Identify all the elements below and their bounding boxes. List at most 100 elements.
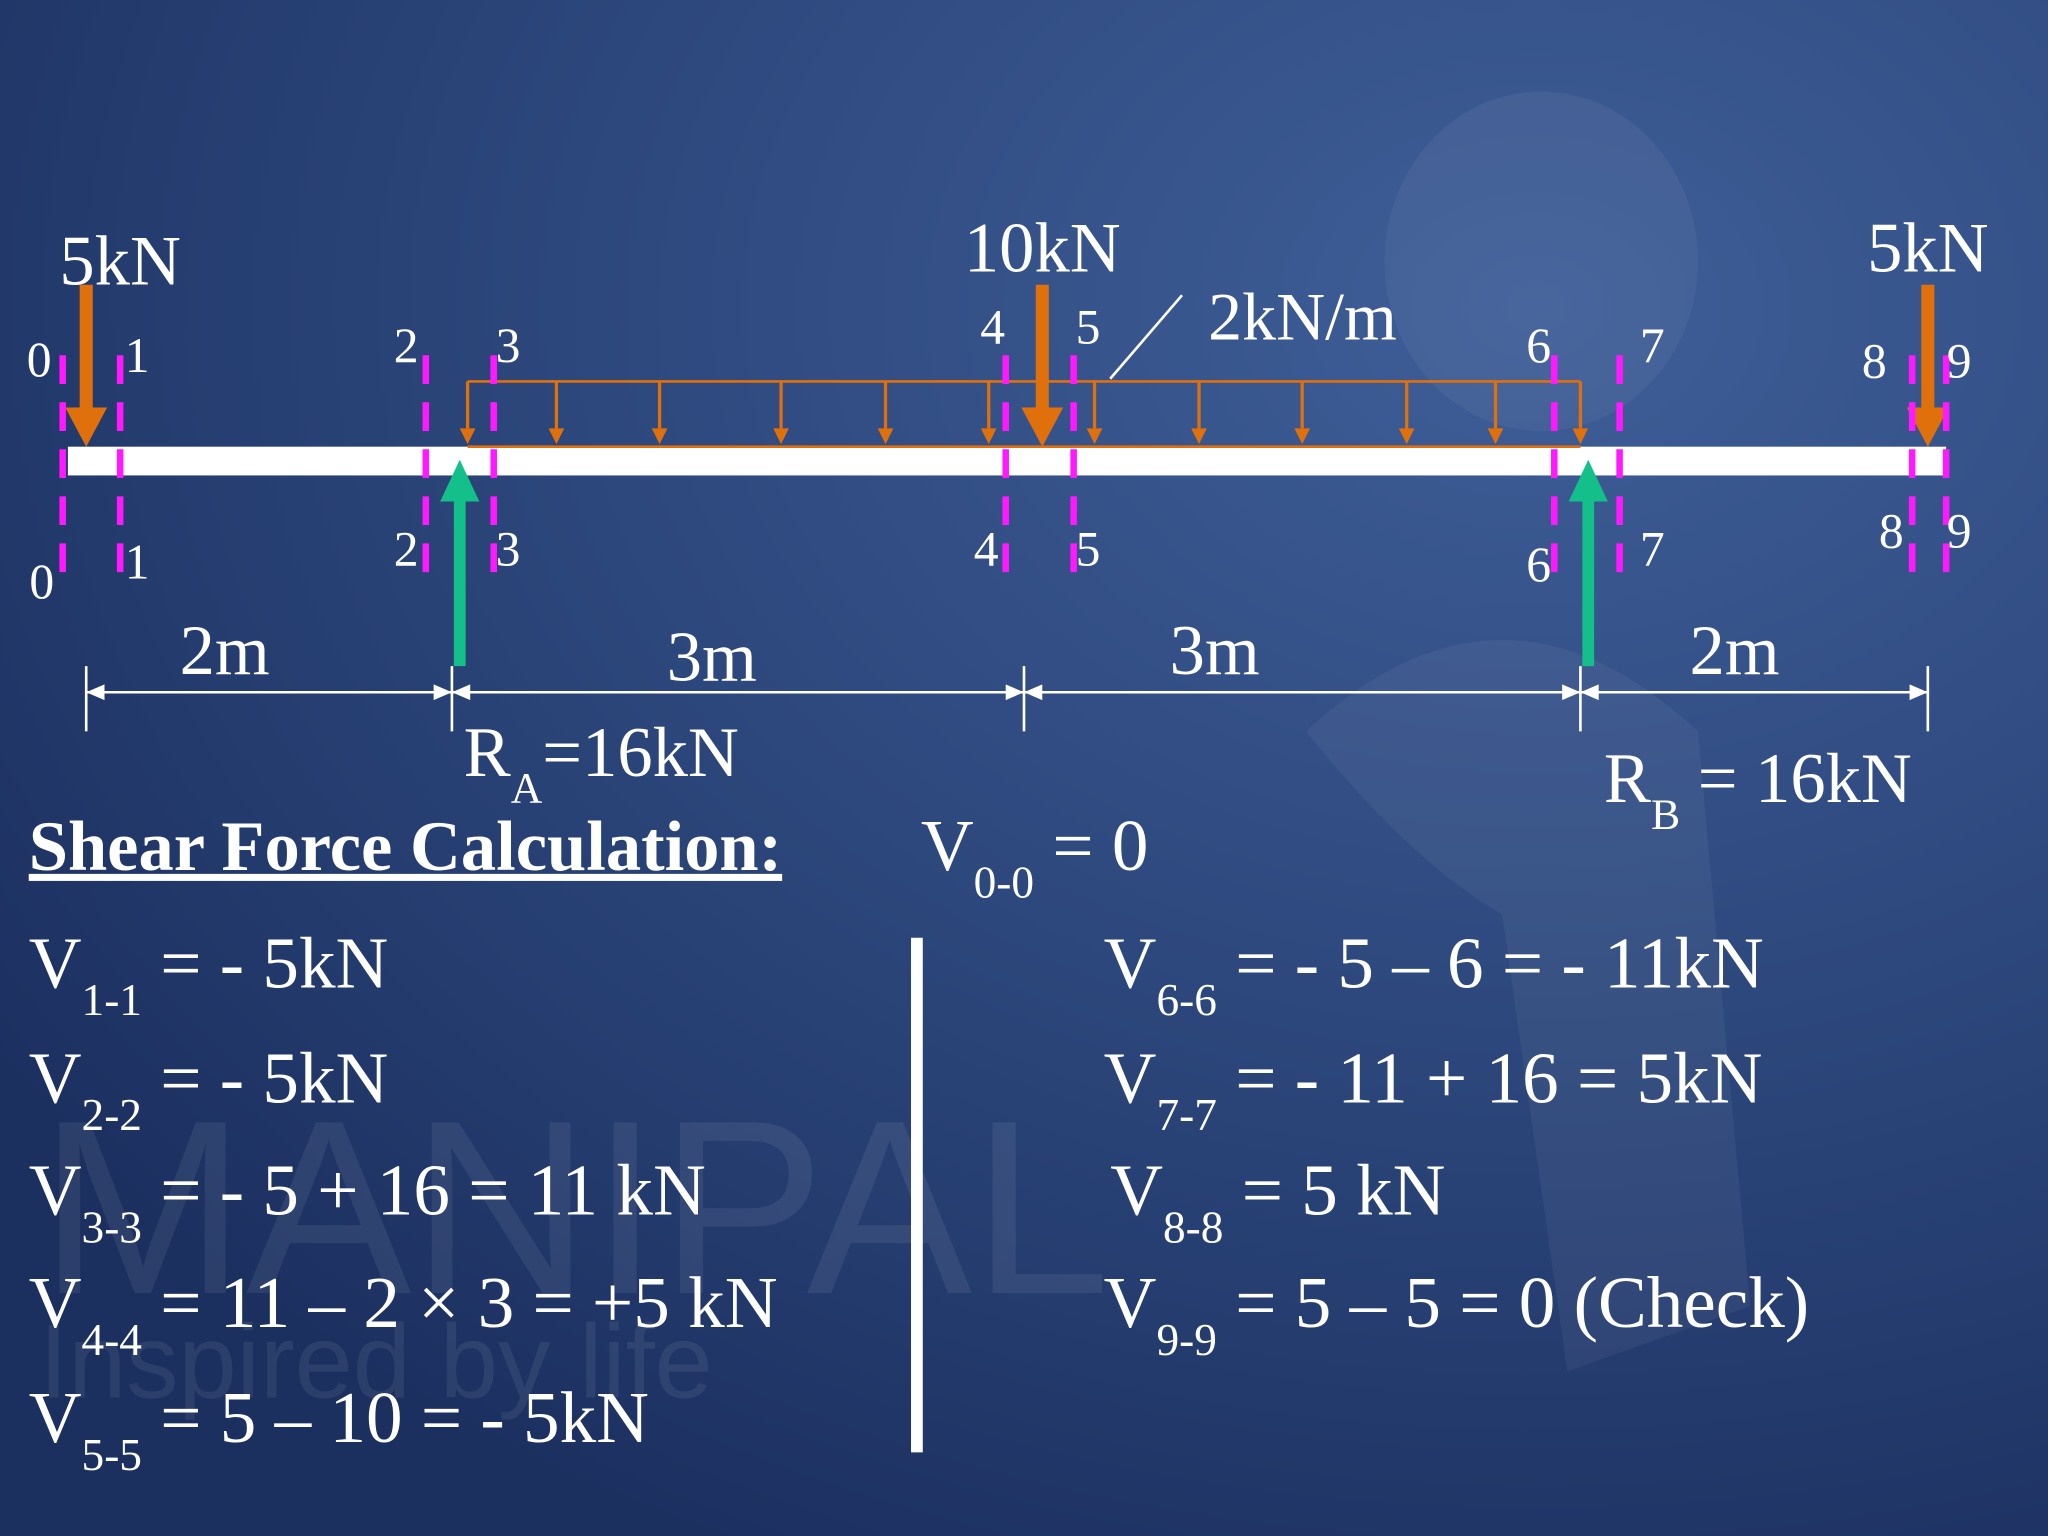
- reaction-label: RA=16kN: [464, 714, 739, 813]
- watermark-tagline: Inspired by life: [39, 1304, 713, 1421]
- load-arrow-head: [1906, 407, 1949, 447]
- expression: = - 11 + 16 = 5kN: [1217, 1037, 1763, 1118]
- section-label: 6: [1526, 537, 1551, 592]
- expression: =16kN: [542, 714, 738, 792]
- symbol: V: [921, 805, 974, 886]
- load-label: 5kN: [59, 223, 180, 301]
- section-label: 5: [1076, 300, 1101, 355]
- subscript: 6-6: [1156, 975, 1216, 1025]
- load-arrow-head: [1021, 407, 1064, 447]
- load-arrow-head: [773, 428, 789, 445]
- load-arrow-head: [1294, 428, 1311, 445]
- symbol: V: [29, 1150, 82, 1231]
- symbol: V: [29, 922, 82, 1003]
- span-label: 2m: [180, 612, 270, 690]
- section-label: 1: [125, 328, 150, 383]
- section-label: 9: [1947, 503, 1972, 558]
- dimension-arrow: [451, 684, 471, 701]
- expression: = - 5kN: [142, 922, 388, 1003]
- dimension-arrow: [1024, 684, 1043, 701]
- dimension-arrow: [1005, 684, 1024, 701]
- span-label: 3m: [667, 618, 757, 696]
- load-arrow-head: [65, 407, 108, 447]
- section-label: 2: [394, 318, 419, 373]
- load-arrow-head: [651, 428, 668, 445]
- reaction-arrow-head: [1568, 459, 1608, 502]
- section-label: 1: [125, 535, 150, 590]
- equation: V7-7 = - 11 + 16 = 5kN: [1104, 1037, 1763, 1140]
- equation: V6-6 = - 5 – 6 = - 11kN: [1104, 922, 1764, 1025]
- load-arrow-head: [877, 428, 894, 445]
- load-arrow-head: [1487, 428, 1504, 445]
- udl-pointer: [1109, 294, 1184, 380]
- equation: V9-9 = 5 – 5 = 0 (Check): [1104, 1262, 1809, 1365]
- subscript: 2-2: [82, 1090, 142, 1140]
- equation: V0-0 = 0: [921, 805, 1149, 908]
- subscript: 3-3: [82, 1202, 142, 1252]
- expression: = - 5kN: [142, 1037, 388, 1118]
- load-arrow-head: [980, 428, 997, 445]
- watermark-shape: [1384, 91, 1698, 432]
- section-label: 9: [1947, 333, 1972, 388]
- subscript: A: [511, 765, 543, 813]
- equation: V2-2 = - 5kN: [29, 1037, 389, 1140]
- section-label: 3: [496, 522, 521, 577]
- watermark-name: MANIPAL: [39, 1068, 1110, 1346]
- dimension-arrow: [1909, 684, 1928, 701]
- subscript: 8-8: [1163, 1202, 1223, 1252]
- subscript: 7-7: [1156, 1090, 1216, 1140]
- span-label: 3m: [1170, 612, 1260, 690]
- dimension-arrow: [1580, 684, 1599, 701]
- subscript: 1-1: [82, 975, 142, 1025]
- watermark-shape: [1306, 640, 1751, 1372]
- section-label: 6: [1526, 318, 1551, 373]
- section-label: 8: [1862, 333, 1887, 388]
- subscript: 5-5: [82, 1430, 142, 1480]
- expression: = 5 – 5 = 0 (Check): [1217, 1262, 1809, 1343]
- heading: Shear Force Calculation:: [29, 808, 782, 886]
- equation: V8-8 = 5 kN: [1110, 1150, 1445, 1253]
- expression: = 0: [1034, 805, 1148, 886]
- section-label: 7: [1640, 318, 1665, 373]
- dimension-arrow: [433, 684, 452, 701]
- load-arrow-head: [1086, 428, 1103, 445]
- dimension-arrow: [86, 684, 105, 701]
- subscript: 9-9: [1156, 1315, 1216, 1365]
- expression: = 5 kN: [1223, 1150, 1445, 1231]
- section-label: 8: [1879, 503, 1904, 558]
- dimension-arrow: [1562, 684, 1581, 701]
- udl-label: 2kN/m: [1208, 279, 1397, 355]
- expression: = 16kN: [1680, 740, 1912, 818]
- subscript: B: [1651, 791, 1680, 839]
- equation: V5-5 = 5 – 10 = - 5kN: [29, 1377, 649, 1480]
- section-label: 2: [394, 522, 419, 577]
- subscript: 4-4: [82, 1315, 142, 1365]
- load-arrow-head: [1572, 428, 1589, 445]
- section-label: 0: [27, 332, 52, 387]
- load-arrow-head: [548, 428, 565, 445]
- symbol: V: [1104, 1037, 1157, 1118]
- symbol: R: [1604, 740, 1651, 818]
- symbol: V: [1104, 922, 1157, 1003]
- load-arrow-head: [1398, 428, 1415, 445]
- symbol: V: [1104, 1262, 1157, 1343]
- reaction-label: RB = 16kN: [1604, 740, 1912, 839]
- expression: = - 5 + 16 = 11 kN: [142, 1150, 706, 1231]
- section-label: 3: [496, 318, 521, 373]
- load-label: 10kN: [964, 210, 1121, 288]
- section-label: 7: [1640, 522, 1665, 577]
- symbol: R: [464, 714, 511, 792]
- equation: V3-3 = - 5 + 16 = 11 kN: [29, 1150, 706, 1253]
- symbol: V: [29, 1037, 82, 1118]
- symbol: V: [29, 1262, 82, 1343]
- reaction-arrow-head: [440, 459, 480, 502]
- subscript: 0-0: [974, 858, 1034, 908]
- symbol: V: [29, 1377, 82, 1458]
- load-arrow-head: [459, 428, 476, 445]
- section-label: 4: [974, 522, 999, 577]
- section-label: 4: [980, 300, 1005, 355]
- expression: = 5 – 10 = - 5kN: [142, 1377, 649, 1458]
